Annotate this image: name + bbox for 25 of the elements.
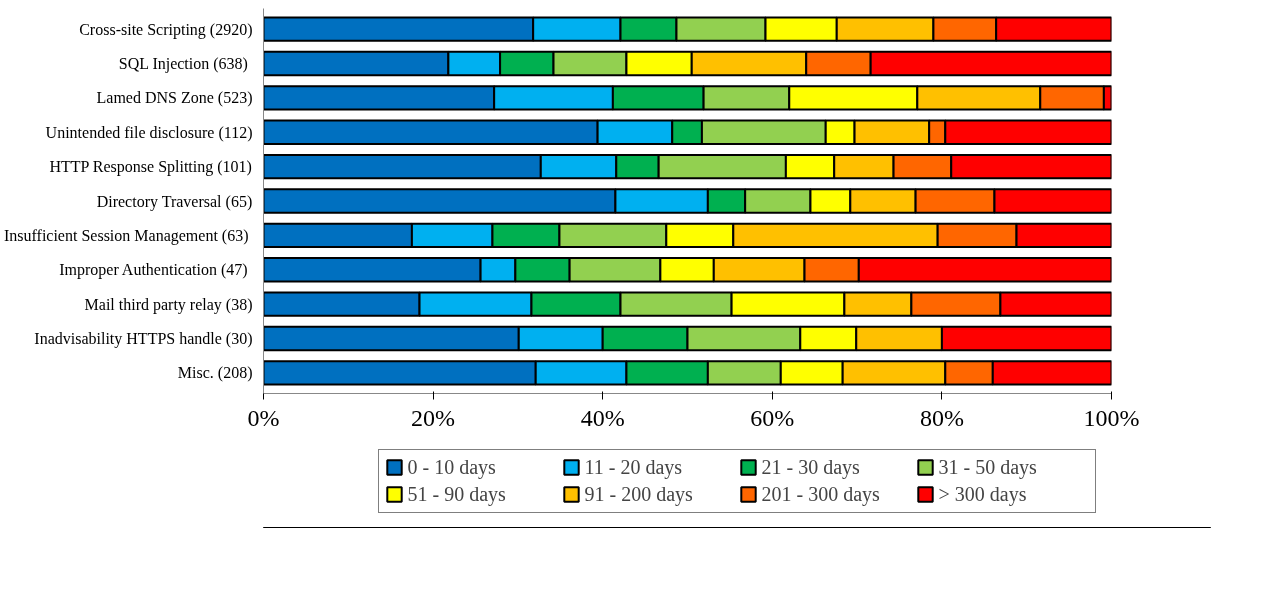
legend-label: > 300 days: [938, 482, 1028, 506]
x-tick-label: 40%: [580, 404, 625, 431]
y-tick-label: Directory Traversal (65): [96, 192, 253, 211]
x-tick-label: 80%: [919, 404, 964, 431]
y-tick-label: Unintended file disclosure (112): [45, 123, 253, 142]
x-tick-label: 20%: [411, 404, 456, 431]
legend-label: 51 - 90 days: [407, 482, 507, 506]
y-tick-label: SQL Injection (638): [118, 55, 248, 73]
legend-label: 21 - 30 days: [761, 455, 861, 479]
y-tick-label: Inadvisability HTTPS handle (30): [34, 330, 253, 348]
legend-label: 201 - 300 days: [761, 482, 881, 506]
y-tick-label: Mail third party relay (38): [84, 295, 253, 314]
y-tick-label: HTTP Response Splitting (101): [49, 158, 252, 177]
legend-label: 11 - 20 days: [584, 455, 684, 479]
legend-label: 91 - 200 days: [584, 482, 694, 506]
legend-label: 31 - 50 days: [938, 455, 1038, 479]
y-tick-label: Misc. (208): [177, 364, 253, 383]
x-tick-label: 60%: [750, 404, 795, 431]
y-tick-label: Insufficient Session Management (63): [3, 226, 249, 245]
x-tick-label: 100%: [1083, 404, 1140, 431]
legend-label: 0 - 10 days: [407, 455, 497, 479]
y-tick-label: Improper Authentication (47): [59, 261, 248, 280]
x-tick-label: 0%: [247, 404, 280, 431]
y-tick-label: Lamed DNS Zone (523): [96, 89, 253, 108]
y-tick-label: Cross-site Scripting (2920): [79, 20, 253, 39]
